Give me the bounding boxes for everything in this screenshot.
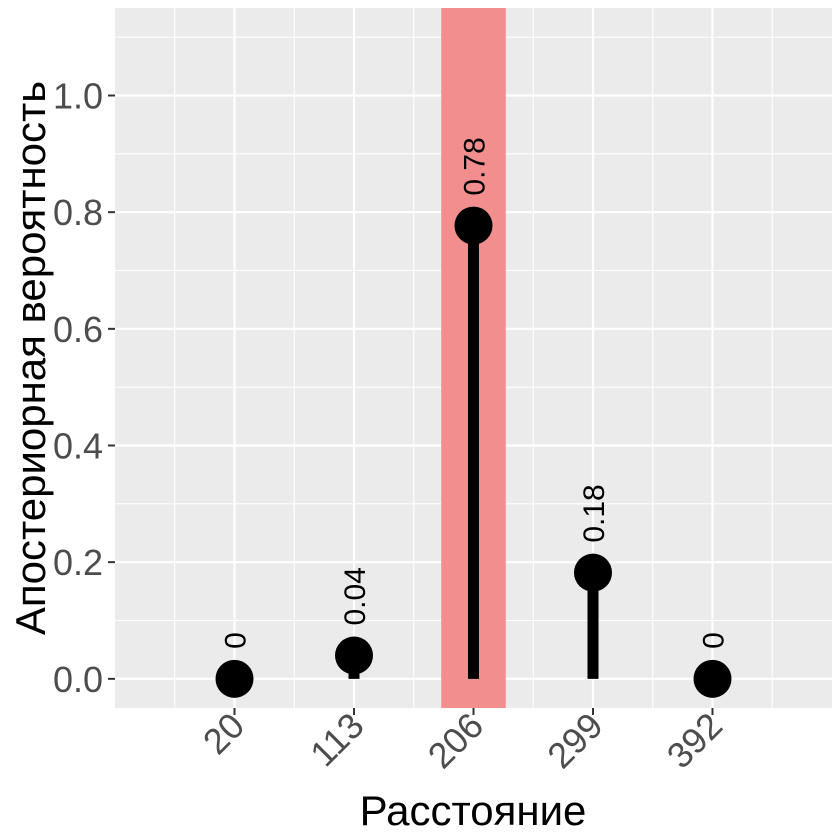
data-point bbox=[454, 206, 493, 245]
x-axis-title: Расстояние bbox=[360, 787, 587, 834]
data-label: 0 bbox=[220, 632, 253, 649]
value-labels: 0 0.04 0.78 0.18 0 bbox=[220, 137, 731, 649]
y-tick-label: 0.6 bbox=[53, 309, 103, 350]
y-tick-label: 0.0 bbox=[53, 659, 103, 700]
y-tick-label: 1.0 bbox=[53, 76, 103, 117]
data-point bbox=[693, 659, 732, 698]
x-tick-label: 20 bbox=[195, 705, 252, 762]
data-point bbox=[215, 659, 254, 698]
y-tick-label: 0.2 bbox=[53, 542, 103, 583]
data-label: 0.78 bbox=[459, 137, 492, 195]
x-tick-label: 392 bbox=[659, 705, 730, 776]
data-point bbox=[574, 553, 612, 592]
x-axis: 20 113 206 299 392 bbox=[195, 705, 730, 776]
x-tick-label: 113 bbox=[302, 705, 372, 775]
x-tick-label: 206 bbox=[420, 705, 491, 776]
y-tick-label: 0.4 bbox=[53, 426, 103, 467]
data-label: 0.04 bbox=[339, 567, 372, 625]
y-tick-label: 0.8 bbox=[53, 192, 103, 233]
data-label: 0.18 bbox=[578, 484, 611, 542]
y-axis: 0.0 0.2 0.4 0.6 0.8 1.0 bbox=[53, 76, 115, 700]
points bbox=[215, 206, 732, 698]
data-point bbox=[335, 636, 373, 675]
x-tick-label: 299 bbox=[539, 705, 610, 776]
y-axis-title: Апостериорная вероятность bbox=[7, 81, 54, 635]
data-label: 0 bbox=[698, 632, 731, 649]
